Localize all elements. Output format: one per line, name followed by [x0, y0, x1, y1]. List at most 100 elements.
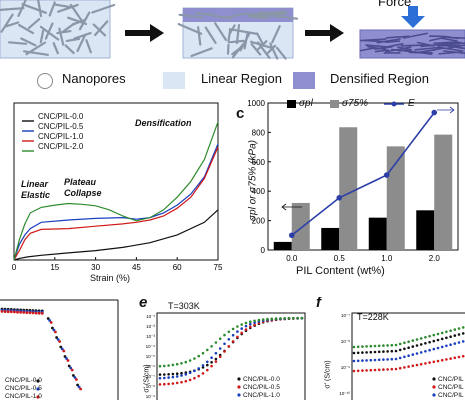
x-tick-label-b: 75	[214, 263, 223, 272]
data-point-f	[445, 358, 448, 361]
data-point-f	[370, 345, 373, 348]
data-point-f	[424, 342, 427, 345]
temperature-label-f: T=228K	[357, 312, 389, 322]
data-point-e	[228, 345, 231, 348]
data-point-f	[458, 341, 461, 344]
data-point-e	[176, 363, 179, 366]
temperature-label-e: T=303K	[168, 301, 200, 311]
linear-annotation: Linear	[21, 179, 48, 189]
bar-sigma-75-1.0	[387, 146, 405, 250]
data-point-e	[215, 341, 218, 344]
schematic-row: Force Nanopores Linear Region Densified …	[0, 0, 465, 100]
data-point-d	[62, 350, 65, 353]
data-point-f	[441, 338, 444, 341]
data-point-e	[223, 350, 226, 353]
data-point-e	[197, 367, 200, 370]
data-point-f	[399, 349, 402, 352]
data-point-f	[428, 335, 431, 338]
data-point-e	[232, 328, 235, 331]
data-point-f	[386, 344, 389, 347]
legend-d-1: CNC/PIL-0.5	[5, 385, 42, 392]
data-point-e	[266, 318, 269, 321]
data-point-e	[180, 381, 183, 384]
legend-marker-f-0	[432, 377, 435, 380]
data-point-d	[71, 369, 74, 372]
data-point-e	[159, 383, 162, 386]
data-point-e	[176, 375, 179, 378]
data-point-f	[433, 348, 436, 351]
data-point-f	[458, 356, 461, 359]
data-point-f	[458, 327, 461, 330]
data-point-f	[449, 329, 452, 332]
y-axis-label-e: σ' (S/cm)	[144, 364, 151, 392]
data-point-f	[445, 337, 448, 340]
data-point-f	[462, 326, 465, 329]
data-point-d	[29, 311, 32, 314]
data-point-d	[7, 310, 10, 313]
data-point-e	[172, 382, 175, 385]
data-point-e	[283, 317, 286, 320]
data-point-e	[193, 377, 196, 380]
data-point-e	[189, 359, 192, 362]
data-point-e	[210, 361, 213, 364]
data-point-f	[391, 368, 394, 371]
data-point-e	[189, 379, 192, 382]
data-point-e	[172, 376, 175, 379]
data-point-f	[462, 340, 465, 343]
data-point-f	[416, 338, 419, 341]
force-label: Force	[378, 0, 411, 9]
data-point-e	[206, 369, 209, 372]
panel-letter-c: c	[236, 105, 244, 122]
data-point-e	[176, 382, 179, 385]
data-point-e	[159, 377, 162, 380]
densification-annotation: Densification	[135, 118, 192, 128]
plot-frame-e	[157, 313, 305, 400]
data-point-f	[445, 331, 448, 334]
data-point-f	[412, 345, 415, 348]
data-point-f	[420, 343, 423, 346]
series-line-b-1	[14, 144, 218, 260]
bar-sigma-75-0.5	[339, 127, 357, 250]
y-tick-label-e: 10⁻¹	[146, 314, 155, 319]
legend-f-1: CNC/PIL	[438, 384, 464, 391]
modulus-line	[292, 113, 435, 236]
bar-sigma-pl-0.0	[274, 242, 292, 250]
data-point-f	[454, 357, 457, 360]
data-point-e	[167, 373, 170, 376]
data-point-f	[353, 346, 356, 349]
data-point-f	[437, 339, 440, 342]
data-point-f	[437, 347, 440, 350]
y-tick-label-e: 10⁻²	[146, 324, 155, 329]
data-point-e	[172, 364, 175, 367]
fiber	[253, 14, 266, 15]
data-point-e	[180, 362, 183, 365]
data-point-e	[197, 375, 200, 378]
data-point-d	[54, 331, 57, 334]
data-point-e	[301, 317, 304, 320]
data-point-f	[361, 359, 364, 362]
data-point-e	[180, 372, 183, 375]
legend-f-0: CNC/PIL	[438, 376, 464, 383]
legend-marker-modulus	[392, 102, 397, 107]
data-point-e	[232, 340, 235, 343]
fiber	[386, 41, 400, 42]
data-point-f	[399, 343, 402, 346]
legend-e-0: CNC/PIL-0.0	[243, 376, 280, 383]
linear-region-swatch	[163, 72, 185, 89]
conductivity-chart-303k: 10⁻¹10⁻²10⁻³10⁻⁴10⁻⁵10⁻⁶10⁻⁷10⁻⁸10⁻⁹	[135, 297, 310, 400]
data-point-f	[357, 346, 360, 349]
data-point-f	[454, 342, 457, 345]
data-point-e	[163, 373, 166, 376]
data-point-f	[382, 344, 385, 347]
data-point-f	[454, 328, 457, 331]
y-axis-label-c: σpl or σ75% (kPa)	[248, 126, 259, 236]
data-point-f	[441, 332, 444, 335]
legend-f-2: CNC/PIL	[438, 392, 464, 399]
data-point-e	[236, 336, 239, 339]
data-point-e	[189, 372, 192, 375]
data-point-f	[386, 368, 389, 371]
y-tick-label-f: 10⁻⁷	[341, 313, 350, 318]
x-tick-label-c: 0.0	[286, 254, 298, 263]
